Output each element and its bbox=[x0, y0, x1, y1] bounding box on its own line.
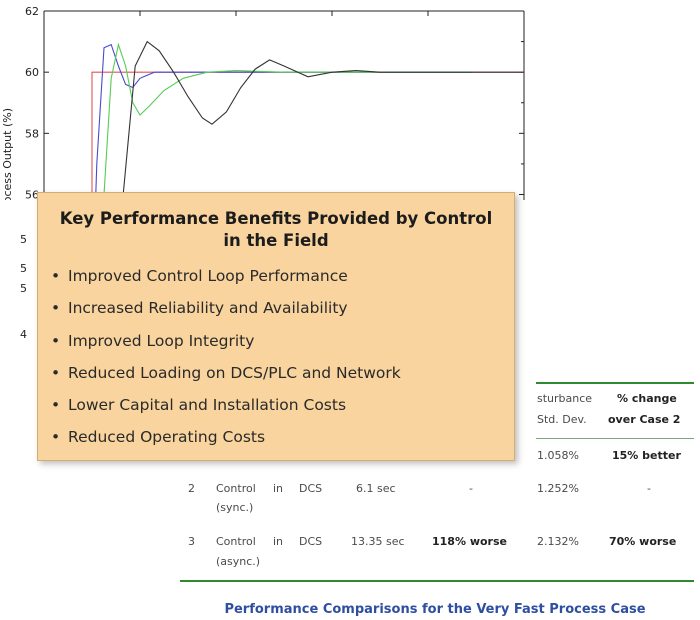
header-change-line2: over Case 2 bbox=[608, 413, 681, 426]
series-line bbox=[122, 40, 524, 200]
series-line bbox=[91, 71, 524, 200]
benefit-item: • Improved Loop Integrity bbox=[38, 325, 514, 357]
row2-in: in bbox=[273, 482, 284, 495]
header-change-line1: % change bbox=[617, 392, 677, 405]
header-disturbance-line2: Std. Dev. bbox=[537, 413, 587, 426]
row2-time-change: - bbox=[469, 482, 473, 495]
y-tick-label: 56 bbox=[25, 189, 39, 201]
row2-time: 6.1 sec bbox=[356, 482, 396, 495]
row3-time: 13.35 sec bbox=[351, 535, 405, 548]
row3-change: 70% worse bbox=[609, 535, 677, 548]
y-tick-label: 62 bbox=[25, 5, 39, 18]
row2-sub: (sync.) bbox=[216, 501, 254, 514]
y-tick-label: 60 bbox=[25, 66, 39, 79]
benefits-list: • Improved Control Loop Performance • Incr… bbox=[38, 260, 514, 454]
row2-change: - bbox=[647, 482, 651, 495]
performance-comparison-table: sturbance Std. Dev. % change over Case 2… bbox=[0, 380, 700, 620]
benefit-item: • Lower Capital and Installation Costs bbox=[38, 389, 514, 421]
row1-disturbance: 1.058% bbox=[537, 449, 579, 462]
partial-y-tick: 5 bbox=[20, 262, 27, 275]
partial-y-tick: 4 bbox=[20, 328, 27, 341]
benefit-item: • Increased Reliability and Availability bbox=[38, 292, 514, 324]
bullet-icon: • bbox=[51, 331, 61, 350]
benefit-item: • Improved Control Loop Performance bbox=[38, 260, 514, 292]
row3-in: in bbox=[273, 535, 284, 548]
bullet-icon: • bbox=[51, 299, 61, 318]
row3-disturbance: 2.132% bbox=[537, 535, 579, 548]
row2-location: DCS bbox=[299, 482, 323, 495]
y-axis-label: Process Output (%) bbox=[1, 108, 14, 200]
benefit-text: Improved Loop Integrity bbox=[68, 331, 255, 350]
row2-disturbance: 1.252% bbox=[537, 482, 579, 495]
row1-change: 15% better bbox=[612, 449, 681, 462]
table-caption: Performance Comparisons for the Very Fas… bbox=[224, 602, 646, 617]
series-line bbox=[103, 42, 472, 200]
benefit-text: Increased Reliability and Availability bbox=[68, 299, 348, 318]
row3-control: Control bbox=[216, 535, 256, 548]
row2-number: 2 bbox=[188, 482, 195, 495]
row3-sub: (async.) bbox=[216, 555, 261, 568]
bullet-icon: • bbox=[51, 363, 61, 382]
partial-y-tick: 5 bbox=[20, 233, 27, 246]
benefit-text: Reduced Operating Costs bbox=[68, 428, 266, 447]
row3-number: 3 bbox=[188, 535, 195, 548]
callout-title: Key Performance Benefits Provided by Con… bbox=[59, 209, 493, 250]
row3-location: DCS bbox=[299, 535, 323, 548]
benefit-item: • Reduced Operating Costs bbox=[38, 421, 514, 453]
benefit-item: • Reduced Loading on DCS/PLC and Network bbox=[38, 357, 514, 389]
chart-canvas: 62 60 58 56 Process Output (%) bbox=[1, 5, 525, 201]
y-tick-label: 58 bbox=[25, 127, 39, 140]
row3-time-change: 118% worse bbox=[432, 535, 507, 548]
bullet-icon: • bbox=[51, 267, 61, 285]
row2-control: Control bbox=[216, 482, 256, 495]
table-bottom-rule bbox=[180, 580, 694, 582]
partial-y-tick: 5 bbox=[20, 282, 27, 295]
header-disturbance-line1: sturbance bbox=[537, 392, 593, 405]
benefit-text: Improved Control Loop Performance bbox=[68, 267, 348, 285]
step-response-chart: 62 60 58 56 Process Output (%) 5 5 5 4 bbox=[0, 0, 700, 341]
series-line bbox=[95, 43, 472, 200]
benefit-text: Lower Capital and Installation Costs bbox=[68, 396, 347, 415]
benefits-callout: Key Performance Benefits Provided by Con… bbox=[37, 192, 515, 461]
benefit-text: Reduced Loading on DCS/PLC and Network bbox=[68, 363, 401, 382]
table-top-rule bbox=[536, 382, 694, 384]
bullet-icon: • bbox=[51, 428, 61, 447]
bullet-icon: • bbox=[51, 396, 61, 415]
table-header-rule bbox=[536, 438, 694, 439]
